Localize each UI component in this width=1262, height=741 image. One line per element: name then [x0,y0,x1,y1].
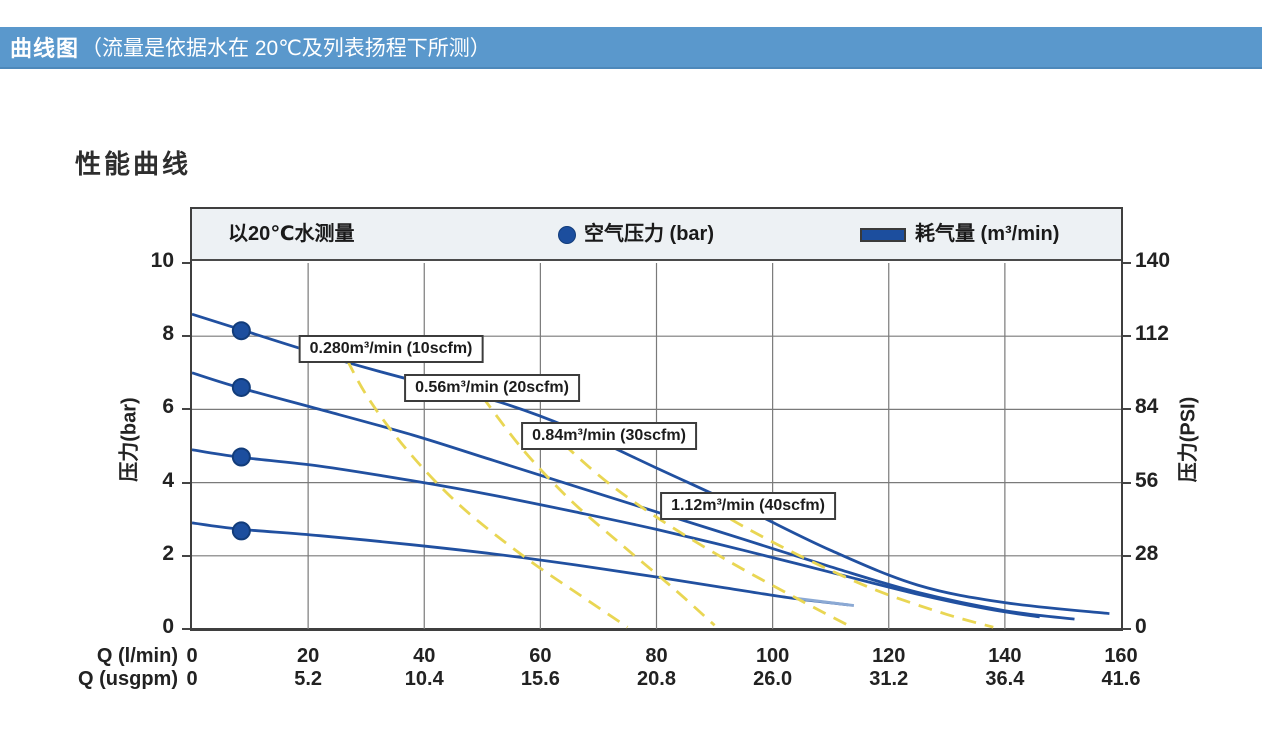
y-left-tick-mark [182,335,190,338]
x-tick-usgpm: 20.8 [637,668,676,690]
x-tick-usgpm: 0 [186,668,198,690]
air-consumption-0.56m3min-20scfm [481,395,716,627]
x-tick-usgpm: 5.2 [294,668,323,690]
y-left-tick: 8 [162,322,174,346]
x-tick-lmin: 120 [872,645,906,667]
x-tick-lmin: 140 [988,645,1022,667]
water-pressure-curve-2.7bar [192,521,849,607]
y-right-tick: 56 [1135,468,1159,492]
curve-label-box: 0.280m³/min (10scfm) [298,335,484,363]
performance-chart: 以20℃水测量 空气压力 (bar) 耗气量 (m³/min) 0.280m³/… [190,207,1123,631]
y-left-tick-mark [182,262,190,264]
y-left-tick-mark [182,628,190,630]
y-left-tick-mark [182,554,190,557]
curve-label-box: 1.12m³/min (40scfm) [660,492,836,520]
x-tick-usgpm: 15.6 [520,668,560,690]
y-left-tick: 10 [150,249,174,272]
gridlines [192,263,1121,629]
x-tick-usgpm: 26.0 [753,668,793,690]
curve-label-box: 0.56m³/min (20scfm) [404,374,580,402]
legend-note: 以20℃水测量 [228,223,355,245]
y-right-tick-mark [1123,481,1131,484]
x-tick-lmin: 60 [529,645,552,667]
x-tick-lmin: 0 [186,645,198,667]
x-tick-usgpm: 41.6 [1101,668,1141,690]
y-right-tick-mark [1123,628,1131,630]
y-left-tick: 2 [162,541,174,565]
y-right-tick-mark [1123,408,1131,411]
x-tick-lmin: 40 [413,645,436,667]
curve-label-box: 0.84m³/min (30scfm) [521,422,697,450]
y-right-tick: 140 [1135,249,1171,272]
air-pressure-dot-3 [231,447,251,467]
y-right-tick-mark [1123,554,1131,557]
x-tick-usgpm: 31.2 [869,668,909,690]
y-left-tick: 0 [162,615,174,638]
x-tick-usgpm: 36.4 [985,668,1025,690]
section-title: 性能曲线 [75,149,192,179]
x-axis-label-lmin: Q (l/min) [96,645,178,667]
y-right-tick: 0 [1135,615,1147,638]
y-right-tick-mark [1123,335,1131,338]
water-pressure-curve-4.7bar [192,448,1040,619]
air-pressure-dot-4 [231,521,251,541]
y-right-tick: 112 [1135,322,1169,346]
y-left-tick: 6 [162,395,174,419]
y-left-tick-mark [182,481,190,484]
x-tick-usgpm: 10.4 [404,668,444,690]
air-pressure-dot-2 [231,377,251,397]
air-consumption-1.12m3min-40scfm [690,494,994,629]
air-pressure-dot-1 [231,321,251,341]
y-left-tick-mark [182,408,190,411]
legend-air-pressure-label: 空气压力 (bar) [584,223,714,245]
x-tick-lmin: 80 [645,645,668,667]
legend-air-consumption-label: 耗气量 (m³/min) [915,223,1060,245]
air-pressure-dot-icon [558,226,576,244]
y-right-tick-mark [1123,262,1131,264]
header-title: 曲线图 [10,36,80,61]
y-right-tick: 28 [1135,541,1159,565]
water-pressure-curve-2.7bar-fade-tip [795,596,855,607]
air-consumption-bar-icon [860,228,906,242]
chart-legend: 以20℃水测量 空气压力 (bar) 耗气量 (m³/min) [192,209,1121,261]
x-axis-label-usgpm: Q (usgpm) [78,668,178,690]
y-right-tick: 84 [1135,395,1159,419]
x-tick-lmin: 160 [1104,645,1138,667]
header-subtitle: （流量是依据水在 20℃及列表扬程下所测） [81,37,491,60]
air-consumption-0.84m3min-30scfm [562,443,849,627]
x-tick-lmin: 20 [297,645,320,667]
y-left-tick: 4 [162,468,174,492]
header-bar: 曲线图 （流量是依据水在 20℃及列表扬程下所测） [0,27,1262,69]
water-pressure-curve-6.7bar [192,371,1075,621]
x-tick-lmin: 100 [755,645,790,667]
